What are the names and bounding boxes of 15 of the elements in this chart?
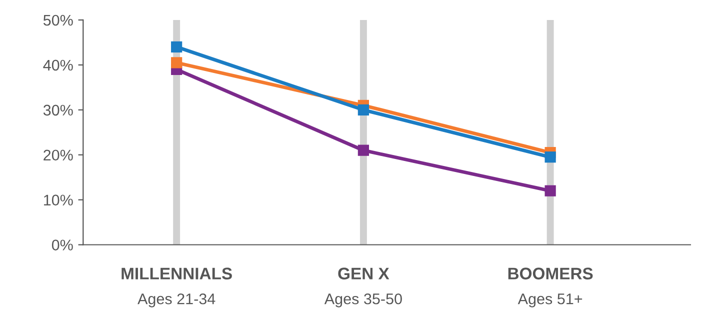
point <box>544 185 556 196</box>
y-tick-label: 20% <box>44 150 73 161</box>
point <box>171 41 182 53</box>
point <box>171 57 182 68</box>
x-tick-label: GEN X Ages 35-50 <box>324 268 402 308</box>
point <box>544 152 556 163</box>
point <box>358 144 370 156</box>
y-tick-label: 50% <box>43 14 73 26</box>
y-tick-label: 10% <box>44 194 73 206</box>
y-tick-label: 30% <box>43 104 73 116</box>
x-tick-label: MILLENNIALS Ages 21-34 <box>122 268 232 308</box>
y-tick-label: 40% <box>43 60 73 71</box>
y-tick-label: 0% <box>52 240 73 250</box>
point <box>358 104 370 116</box>
x-tick-label: BOOMERS Ages 51+ <box>508 268 593 308</box>
